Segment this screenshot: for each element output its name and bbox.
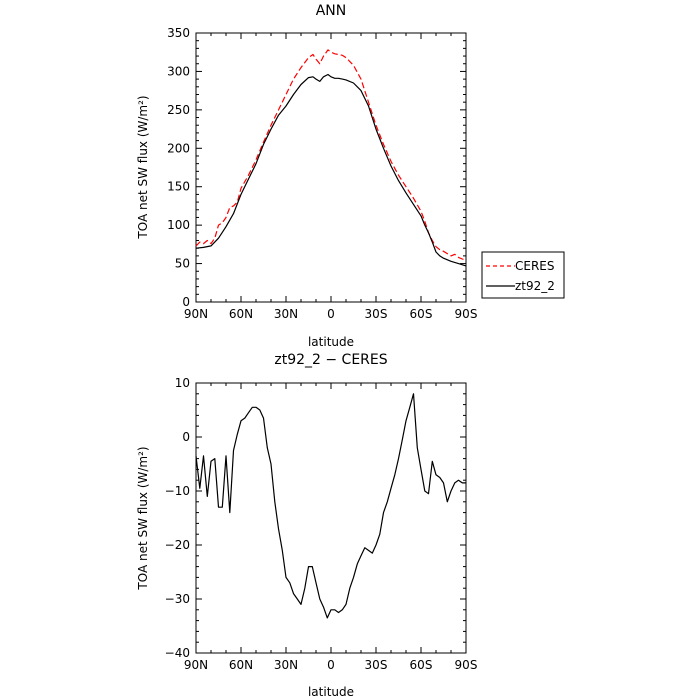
x-tick-label: 60S — [410, 658, 433, 672]
x-tick-label: 0 — [327, 307, 335, 321]
series-line-zt92-2 — [195, 73, 467, 267]
bottom-plot-frame — [195, 382, 467, 654]
top-chart-title: ANN — [316, 3, 347, 19]
x-tick-label: 60N — [229, 658, 253, 672]
y-tick-label: 50 — [175, 257, 190, 271]
x-tick-label: 90N — [184, 658, 208, 672]
series-line-difference — [195, 393, 466, 619]
y-tick-label: −30 — [165, 592, 190, 606]
bottom-chart-title: zt92_2 − CERES — [274, 352, 387, 368]
x-tick-label: 60S — [410, 307, 433, 321]
bottom-panel: zt92_2 − CERES 90N 60N 30N 0 30S 60S 90S −40 −30… — [136, 352, 477, 699]
x-tick-label: 30N — [274, 658, 298, 672]
y-tick-label: −20 — [165, 538, 190, 552]
bottom-y-axis-label: TOA net SW flux (W/m²) — [136, 446, 150, 590]
y-tick-label: 350 — [167, 26, 190, 40]
top-x-axis-label: latitude — [308, 335, 354, 349]
y-tick-label: 0 — [182, 295, 190, 309]
y-tick-label: 250 — [167, 103, 190, 117]
y-tick-label: 200 — [167, 141, 190, 155]
x-tick-label: 90S — [455, 307, 478, 321]
legend-label-ceres: CERES — [515, 259, 555, 273]
top-plot-frame — [195, 32, 467, 303]
x-tick-label: 90S — [455, 658, 478, 672]
x-tick-label: 90N — [184, 307, 208, 321]
x-tick-label: 30S — [365, 307, 388, 321]
y-tick-label: 100 — [167, 218, 190, 232]
x-tick-label: 60N — [229, 307, 253, 321]
legend: CERES zt92_2 — [481, 251, 565, 299]
y-tick-label: 10 — [175, 376, 190, 390]
x-tick-label: 0 — [327, 658, 335, 672]
y-tick-label: −10 — [165, 484, 190, 498]
top-y-axis-label: TOA net SW flux (W/m²) — [136, 95, 150, 239]
top-panel: ANN 90N 60N 30N 0 30S 60S 90S 0 50 100 150 200 250 30… — [136, 3, 565, 349]
bottom-x-axis-label: latitude — [308, 685, 354, 699]
series-line-ceres — [195, 49, 467, 262]
x-tick-label: 30N — [274, 307, 298, 321]
legend-box — [481, 251, 565, 299]
y-tick-label: 300 — [167, 64, 190, 78]
y-tick-label: −40 — [165, 646, 190, 660]
y-tick-label: 0 — [182, 430, 190, 444]
x-tick-label: 30S — [365, 658, 388, 672]
legend-label-zt92-2: zt92_2 — [515, 279, 555, 293]
y-tick-label: 150 — [167, 180, 190, 194]
